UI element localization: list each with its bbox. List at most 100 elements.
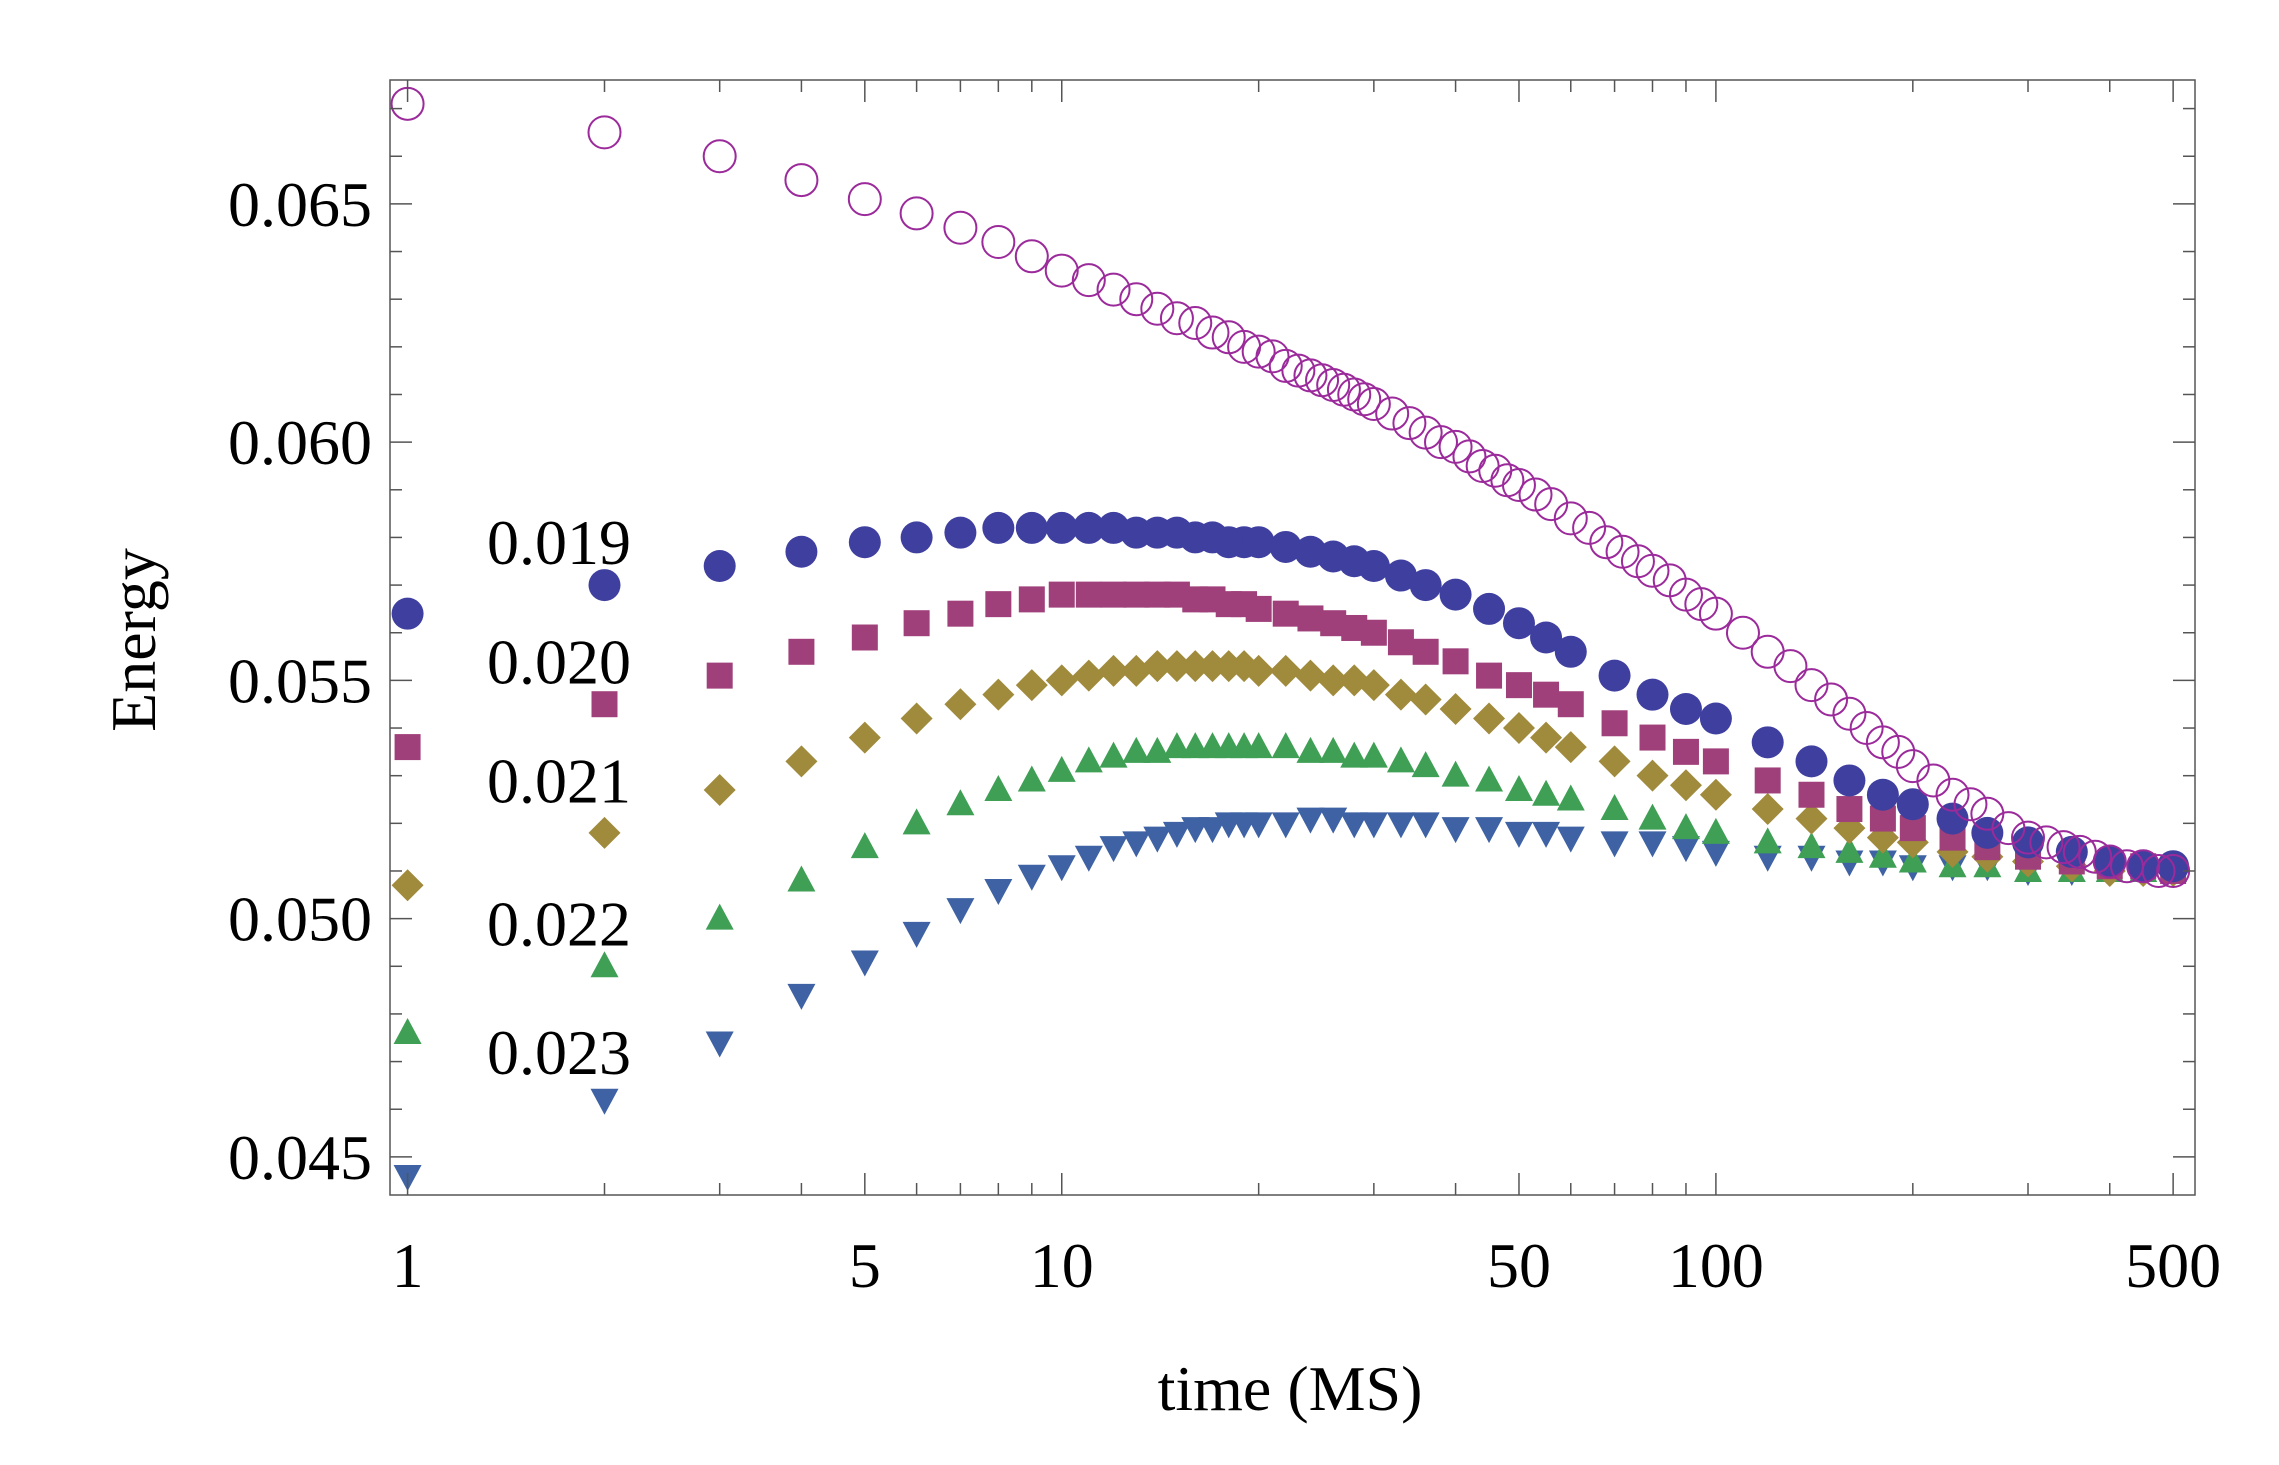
data-point <box>1601 710 1628 737</box>
data-point <box>1504 774 1533 801</box>
data-point <box>1835 836 1864 863</box>
data-point <box>1296 807 1325 834</box>
data-point <box>1096 272 1131 307</box>
data-point <box>1936 802 1969 835</box>
data-point <box>1572 510 1607 545</box>
data-point <box>1075 581 1102 608</box>
data-point <box>1162 732 1191 759</box>
data-point <box>1179 650 1212 683</box>
data-point <box>1452 439 1487 474</box>
data-point <box>850 832 879 859</box>
data-point <box>2126 849 2161 884</box>
data-point <box>1340 812 1369 839</box>
data-point <box>1753 827 1782 854</box>
data-point <box>944 516 977 549</box>
data-point <box>703 550 736 583</box>
data-point <box>1505 672 1532 699</box>
data-point <box>702 139 737 174</box>
data-point <box>1159 301 1194 336</box>
data-point <box>1072 511 1105 544</box>
data-point <box>985 591 1012 618</box>
series-0-019 <box>391 511 2190 883</box>
data-point <box>1754 767 1781 794</box>
data-point <box>1269 530 1302 563</box>
data-point <box>1319 736 1348 763</box>
data-point <box>1241 334 1276 369</box>
series-0-020 <box>394 581 2187 884</box>
data-point <box>1044 253 1079 288</box>
data-point <box>588 569 621 602</box>
data-point <box>1244 812 1273 839</box>
data-point <box>1412 638 1439 665</box>
data-point <box>900 702 933 735</box>
data-point <box>1047 855 1076 882</box>
data-point <box>1074 845 1103 872</box>
data-point <box>903 610 930 637</box>
data-point <box>984 879 1013 906</box>
data-point <box>1386 746 1415 773</box>
data-point <box>1773 649 1808 684</box>
data-point <box>2078 839 2113 874</box>
data-point <box>393 1017 422 1044</box>
data-point <box>1296 736 1325 763</box>
data-point <box>1424 425 1459 460</box>
data-point <box>1699 702 1732 735</box>
data-point <box>588 816 621 849</box>
data-point <box>1245 595 1272 622</box>
x-tick-label: 5 <box>849 1230 881 1301</box>
data-point <box>1319 807 1348 834</box>
data-point <box>1751 793 1784 826</box>
data-point <box>944 688 977 721</box>
data-point <box>1638 831 1667 858</box>
data-point <box>787 865 816 892</box>
data-point <box>1347 382 1382 417</box>
data-point <box>899 196 934 231</box>
data-point <box>1832 696 1867 731</box>
data-point <box>591 691 618 718</box>
data-point <box>982 678 1015 711</box>
data-point <box>1473 592 1506 625</box>
data-point <box>1359 812 1388 839</box>
data-point <box>1244 732 1273 759</box>
data-point <box>1530 621 1563 654</box>
data-point <box>1898 846 1927 873</box>
data-point <box>2011 820 2046 855</box>
data-point <box>1795 802 1828 835</box>
x-tick-label: 50 <box>1487 1230 1551 1301</box>
data-point <box>785 535 818 568</box>
data-point <box>590 951 619 978</box>
data-point <box>1122 831 1151 858</box>
data-point <box>1935 777 1970 812</box>
y-tick-label: 0.065 <box>228 169 372 240</box>
legend-label: 0.019 <box>487 507 631 578</box>
data-point <box>1409 569 1442 602</box>
legend-label: 0.020 <box>487 626 631 697</box>
data-point <box>1071 263 1106 298</box>
data-point <box>1411 751 1440 778</box>
x-tick-label: 100 <box>1668 1230 1764 1301</box>
data-point <box>1533 681 1560 708</box>
data-point <box>1701 817 1730 844</box>
data-point <box>1554 635 1587 668</box>
data-point <box>1441 817 1470 844</box>
data-point <box>1532 821 1561 848</box>
data-point <box>1600 831 1629 858</box>
data-point <box>1669 769 1702 802</box>
data-point <box>1836 796 1863 823</box>
data-point <box>943 210 978 245</box>
data-point <box>1530 721 1563 754</box>
data-point <box>1297 605 1324 632</box>
data-point <box>2141 853 2176 888</box>
data-point <box>1475 817 1504 844</box>
y-tick-label: 0.055 <box>228 645 372 716</box>
data-point <box>847 182 882 217</box>
data-point <box>1386 812 1415 839</box>
data-point <box>1242 654 1275 687</box>
data-point <box>1473 702 1506 735</box>
data-point <box>1553 501 1588 536</box>
data-point <box>1359 741 1388 768</box>
data-point <box>1099 836 1128 863</box>
data-point <box>1971 816 2004 849</box>
data-point <box>1504 821 1533 848</box>
